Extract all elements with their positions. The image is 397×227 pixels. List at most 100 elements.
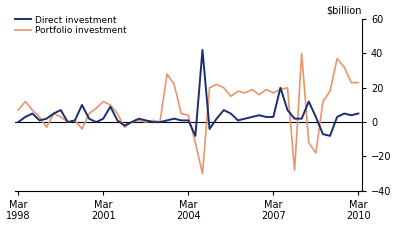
Portfolio investment	[342, 66, 347, 69]
Portfolio investment	[129, 121, 134, 123]
Direct investment	[264, 116, 269, 118]
Direct investment	[193, 134, 198, 137]
Direct investment	[207, 128, 212, 130]
Portfolio investment	[292, 169, 297, 172]
Direct investment	[80, 104, 85, 106]
Portfolio investment	[87, 112, 91, 115]
Direct investment	[87, 117, 91, 120]
Direct investment	[356, 112, 361, 115]
Portfolio investment	[349, 81, 354, 84]
Portfolio investment	[165, 73, 170, 75]
Portfolio investment	[101, 100, 106, 103]
Portfolio investment	[207, 86, 212, 89]
Direct investment	[44, 117, 49, 120]
Direct investment	[158, 121, 162, 123]
Direct investment	[73, 119, 77, 122]
Portfolio investment	[243, 91, 247, 94]
Direct investment	[342, 112, 347, 115]
Portfolio investment	[250, 88, 254, 91]
Direct investment	[136, 117, 141, 120]
Portfolio investment	[278, 88, 283, 91]
Portfolio investment	[150, 119, 155, 122]
Portfolio investment	[186, 114, 191, 117]
Direct investment	[314, 116, 318, 118]
Direct investment	[165, 119, 170, 122]
Direct investment	[94, 121, 98, 123]
Portfolio investment	[44, 126, 49, 129]
Direct investment	[122, 124, 127, 127]
Direct investment	[51, 112, 56, 115]
Portfolio investment	[214, 83, 219, 86]
Direct investment	[172, 117, 177, 120]
Direct investment	[101, 117, 106, 120]
Direct investment	[16, 121, 21, 123]
Direct investment	[30, 112, 35, 115]
Portfolio investment	[37, 116, 42, 118]
Direct investment	[257, 114, 262, 117]
Portfolio investment	[179, 112, 183, 115]
Portfolio investment	[51, 112, 56, 115]
Portfolio investment	[306, 141, 311, 144]
Direct investment	[235, 119, 240, 122]
Portfolio investment	[228, 95, 233, 98]
Direct investment	[129, 121, 134, 123]
Direct investment	[228, 112, 233, 115]
Portfolio investment	[66, 121, 70, 123]
Portfolio investment	[320, 100, 325, 103]
Portfolio investment	[58, 116, 63, 118]
Direct investment	[292, 117, 297, 120]
Direct investment	[306, 100, 311, 103]
Portfolio investment	[335, 57, 339, 60]
Portfolio investment	[172, 83, 177, 86]
Portfolio investment	[314, 152, 318, 154]
Direct investment	[143, 119, 148, 122]
Line: Direct investment: Direct investment	[18, 50, 358, 136]
Direct investment	[335, 116, 339, 118]
Direct investment	[222, 109, 226, 111]
Portfolio investment	[143, 121, 148, 123]
Portfolio investment	[23, 100, 28, 103]
Direct investment	[200, 49, 205, 51]
Direct investment	[243, 117, 247, 120]
Portfolio investment	[200, 172, 205, 175]
Direct investment	[299, 117, 304, 120]
Direct investment	[285, 109, 290, 111]
Portfolio investment	[73, 119, 77, 122]
Direct investment	[278, 86, 283, 89]
Portfolio investment	[115, 112, 120, 115]
Direct investment	[250, 116, 254, 118]
Portfolio investment	[16, 109, 21, 111]
Direct investment	[214, 117, 219, 120]
Direct investment	[328, 134, 332, 137]
Text: $billion: $billion	[326, 6, 362, 16]
Direct investment	[349, 114, 354, 117]
Portfolio investment	[80, 128, 85, 130]
Direct investment	[115, 119, 120, 122]
Direct investment	[186, 119, 191, 122]
Portfolio investment	[328, 90, 332, 93]
Portfolio investment	[136, 119, 141, 122]
Portfolio investment	[257, 93, 262, 96]
Direct investment	[320, 133, 325, 136]
Direct investment	[271, 116, 276, 118]
Portfolio investment	[235, 90, 240, 93]
Portfolio investment	[108, 104, 113, 106]
Portfolio investment	[30, 109, 35, 111]
Portfolio investment	[222, 86, 226, 89]
Portfolio investment	[285, 86, 290, 89]
Portfolio investment	[264, 88, 269, 91]
Direct investment	[23, 116, 28, 118]
Portfolio investment	[299, 52, 304, 55]
Direct investment	[58, 109, 63, 111]
Direct investment	[179, 119, 183, 122]
Direct investment	[66, 121, 70, 123]
Portfolio investment	[356, 81, 361, 84]
Direct investment	[150, 121, 155, 123]
Portfolio investment	[94, 107, 98, 110]
Portfolio investment	[122, 126, 127, 129]
Line: Portfolio investment: Portfolio investment	[18, 53, 358, 174]
Portfolio investment	[193, 141, 198, 144]
Portfolio investment	[271, 91, 276, 94]
Legend: Direct investment, Portfolio investment: Direct investment, Portfolio investment	[15, 16, 126, 35]
Portfolio investment	[158, 121, 162, 123]
